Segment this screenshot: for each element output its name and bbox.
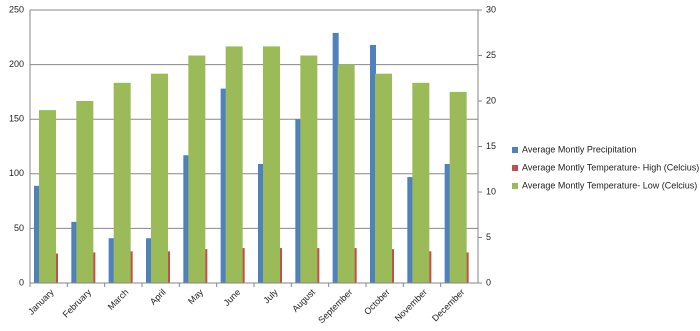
bar — [300, 55, 318, 283]
bar — [151, 73, 168, 283]
y2-tick-label: 0 — [486, 277, 491, 287]
bar — [113, 82, 131, 283]
bar — [183, 155, 190, 283]
y2-tick-label: 25 — [486, 50, 496, 60]
y-tick-label: 250 — [9, 4, 24, 14]
legend-swatch — [512, 147, 518, 153]
legend-label: Average Montly Temperature- Low (Celcius… — [522, 180, 697, 190]
y-tick-label: 100 — [9, 168, 24, 178]
legend-swatch — [512, 183, 518, 189]
y2-tick-label: 5 — [486, 232, 491, 242]
bar — [444, 163, 451, 283]
bar — [220, 88, 227, 284]
y2-tick-label: 20 — [486, 95, 496, 105]
bar — [258, 163, 264, 283]
bar — [295, 119, 302, 283]
legend-label: Average Montly Precipitation — [522, 144, 636, 154]
bar — [225, 46, 243, 284]
bar — [108, 238, 115, 283]
bar — [76, 101, 94, 283]
x-tick-label: September — [316, 287, 354, 325]
bar — [370, 44, 376, 283]
legend-label: Average Montly Temperature- High (Celciu… — [522, 162, 699, 172]
legend-swatch — [512, 165, 518, 171]
bar — [375, 73, 392, 283]
bar — [34, 185, 40, 283]
x-tick-label: December — [430, 287, 466, 323]
bar — [263, 46, 280, 284]
y2-tick-label: 15 — [486, 141, 496, 151]
bar — [337, 64, 355, 283]
y-tick-label: 50 — [14, 223, 24, 233]
y-tick-label: 200 — [9, 59, 24, 69]
bar — [39, 110, 56, 283]
x-tick-label: March — [106, 287, 131, 312]
bar — [332, 32, 339, 283]
bar — [71, 221, 78, 283]
bar — [188, 55, 206, 283]
x-tick-label: January — [26, 287, 56, 317]
x-tick-label: May — [186, 287, 205, 306]
bar — [146, 238, 152, 283]
x-tick-label: August — [290, 287, 317, 314]
y2-tick-label: 10 — [486, 186, 496, 196]
x-tick-label: February — [61, 287, 94, 320]
x-tick-label: July — [261, 287, 280, 306]
bar — [449, 91, 467, 284]
y-tick-label: 0 — [19, 277, 24, 287]
bar — [412, 82, 430, 283]
y2-tick-label: 30 — [486, 4, 496, 14]
bar — [407, 177, 414, 283]
x-tick-label: October — [362, 287, 392, 317]
y-tick-label: 150 — [9, 114, 24, 124]
x-tick-label: November — [393, 287, 429, 323]
x-tick-label: April — [148, 287, 168, 307]
x-tick-label: June — [222, 287, 243, 308]
